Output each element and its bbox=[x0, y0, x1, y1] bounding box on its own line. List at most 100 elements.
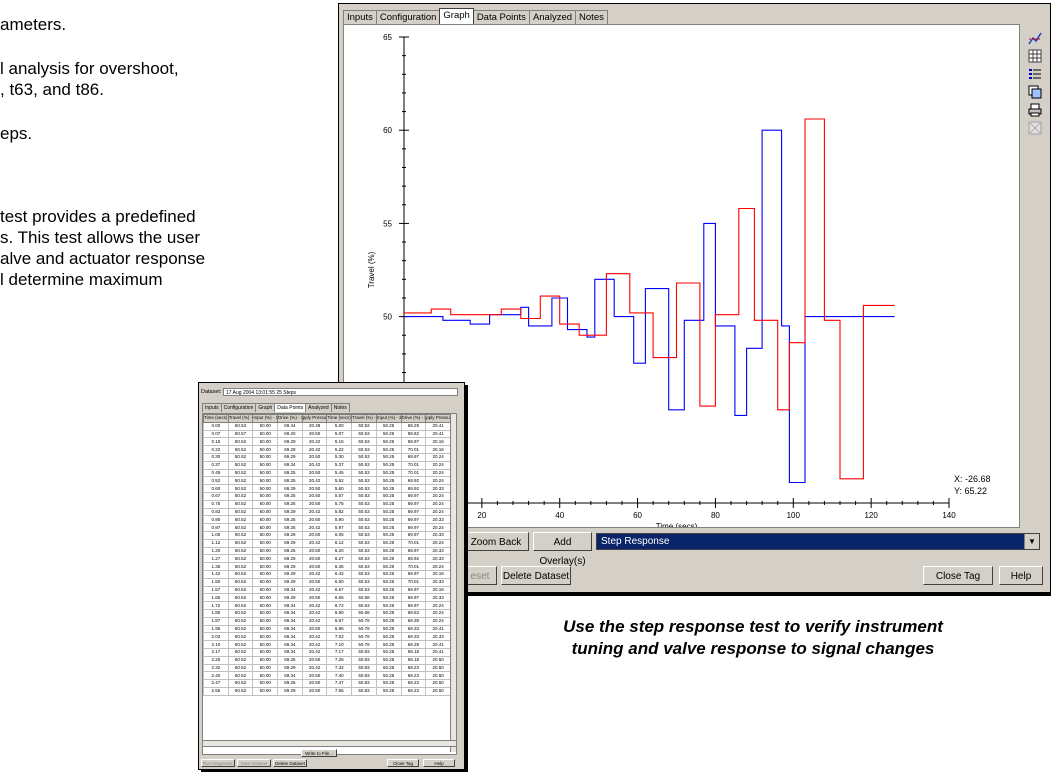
table-cell: 70.01 bbox=[400, 460, 427, 470]
table-cell: 1.42 bbox=[203, 569, 229, 579]
table-cell: 50.83 bbox=[351, 655, 377, 665]
table-cell: 20.42 bbox=[301, 507, 328, 517]
run-diagnostic-button[interactable]: Run Diagnostic bbox=[201, 759, 235, 767]
tab-graph[interactable]: Graph bbox=[439, 8, 474, 24]
tab-inputs[interactable]: Inputs bbox=[202, 403, 222, 412]
table-cell: 50.00 bbox=[252, 640, 279, 649]
table-row: 2.40 50.52 50.00 69.34 20.50 7.40 50.83 50.25 69… bbox=[203, 671, 451, 681]
table-cell: 20.42 bbox=[301, 647, 328, 657]
table-cell: 50.00 bbox=[252, 663, 279, 673]
table-cell: 69.97 bbox=[400, 546, 427, 556]
column-header[interactable]: pply Pressure (psi bbox=[301, 414, 328, 423]
copy-icon[interactable] bbox=[1028, 85, 1042, 99]
tab-graph[interactable]: Graph bbox=[255, 403, 276, 412]
table-cell: 2.10 bbox=[203, 640, 229, 649]
table-row: 0.37 50.52 50.00 69.34 20.42 5.37 50.53 50.25 70… bbox=[203, 460, 451, 470]
table-cell: 0.52 bbox=[203, 476, 229, 486]
table-cell: 20.50 bbox=[301, 499, 328, 509]
table-cell: 50.25 bbox=[375, 452, 402, 462]
legend-icon[interactable] bbox=[1028, 67, 1042, 81]
table-cell: 50.52 bbox=[227, 686, 254, 696]
delete-dataset-button[interactable]: Delete Dataset bbox=[273, 759, 307, 767]
table-cell: 20.16 bbox=[425, 585, 451, 595]
close-tag-button[interactable]: Close Tag bbox=[923, 566, 993, 585]
table-cell: 69.97 bbox=[400, 499, 427, 509]
table-row: 1.12 50.52 50.00 69.29 20.42 6.12 50.53 50.25 70… bbox=[203, 538, 451, 548]
table-row: 0.22 50.52 50.00 69.29 20.42 5.22 50.53 50.25 70… bbox=[203, 445, 451, 454]
table-cell: 50.68 bbox=[351, 608, 377, 618]
column-header[interactable]: Time (secs) - 2nd bbox=[326, 414, 353, 423]
write-to-file-button[interactable]: Write to File... bbox=[301, 749, 337, 757]
dataset-select[interactable]: 17 Aug 2004 13:01:55 25 Steps bbox=[223, 388, 458, 396]
table-cell: 50.52 bbox=[227, 507, 254, 517]
table-cell: 20.42 bbox=[301, 538, 328, 548]
tab-notes[interactable]: Notes bbox=[330, 403, 350, 412]
tab-data-points[interactable]: Data Points bbox=[274, 403, 307, 412]
column-header[interactable]: Time (secs) - 1st bbox=[203, 414, 229, 423]
table-cell: 20.50 bbox=[425, 663, 451, 673]
table-cell: 69.34 bbox=[277, 624, 303, 634]
table-row: 2.10 50.52 50.00 69.34 20.42 7.10 50.78 50.25 69… bbox=[203, 640, 451, 649]
table-cell: 50.00 bbox=[252, 624, 279, 634]
table-cell: 50.00 bbox=[252, 491, 279, 501]
table-cell: 20.50 bbox=[301, 671, 328, 681]
table-cell: 69.23 bbox=[400, 663, 427, 673]
table-cell: 7.40 bbox=[326, 671, 353, 681]
column-header[interactable]: pply Pressure (psi bbox=[425, 414, 451, 423]
caption-line: tuning and valve response to signal chan… bbox=[571, 639, 935, 658]
help-button[interactable]: Help bbox=[423, 759, 455, 767]
column-header[interactable]: Travel (%) - 2nd bbox=[351, 414, 377, 423]
column-header[interactable]: Input (%) - 2nd bbox=[375, 414, 402, 423]
overlay-select[interactable]: Step Response ▼ bbox=[596, 533, 1040, 550]
add-overlay-button[interactable]: Add Overlay(s) bbox=[533, 532, 592, 567]
table-cell: 50.52 bbox=[227, 608, 254, 618]
table-cell: 50.25 bbox=[375, 437, 402, 447]
table-cell: 50.25 bbox=[375, 460, 402, 470]
horizontal-scrollbar[interactable] bbox=[202, 740, 457, 747]
zoom-back-button[interactable]: Zoom Back bbox=[463, 532, 529, 551]
table-cell: 50.25 bbox=[375, 476, 402, 486]
table-cell: 50.53 bbox=[351, 429, 377, 439]
reset-button[interactable]: eset bbox=[463, 566, 497, 585]
column-header[interactable]: Drive (%) - 2nd bbox=[400, 414, 427, 423]
table-cell: 50.25 bbox=[375, 515, 402, 525]
table-cell: 50.53 bbox=[351, 554, 377, 564]
close-tag-button[interactable]: Close Tag bbox=[387, 759, 419, 767]
print-icon[interactable] bbox=[1028, 103, 1042, 117]
save-dataset-button[interactable]: Save Dataset bbox=[237, 759, 271, 767]
table-cell: 69.34 bbox=[277, 640, 303, 649]
delete-dataset-button[interactable]: Delete Dataset bbox=[501, 566, 571, 585]
table-cell: 50.83 bbox=[351, 663, 377, 673]
column-header[interactable]: Input (%) - 1st bbox=[252, 414, 279, 423]
data-grid[interactable]: Time (secs) - 1stTravel (%) - 1stInput (… bbox=[202, 413, 457, 755]
table-cell: 7.17 bbox=[326, 647, 353, 657]
table-cell: 50.53 bbox=[351, 445, 377, 454]
table-cell: 50.53 bbox=[351, 484, 377, 493]
table-cell: 50.00 bbox=[252, 608, 279, 618]
table-cell: 6.42 bbox=[326, 569, 353, 579]
table-cell: 6.65 bbox=[326, 593, 353, 603]
x-tick-label: 120 bbox=[864, 511, 878, 520]
table-cell: 20.50 bbox=[301, 655, 328, 665]
table-cell: 20.33 bbox=[425, 577, 451, 587]
vertical-scrollbar[interactable] bbox=[450, 414, 456, 752]
grid-icon[interactable] bbox=[1028, 49, 1042, 63]
help-button[interactable]: Help bbox=[999, 566, 1043, 585]
table-row: 0.97 50.52 50.00 69.25 20.42 5.97 50.53 50.25 69… bbox=[203, 523, 451, 532]
table-cell: 69.38 bbox=[400, 616, 427, 626]
tab-analyzed[interactable]: Analyzed bbox=[305, 403, 332, 412]
table-cell: 0.75 bbox=[203, 499, 229, 509]
table-cell: 50.58 bbox=[351, 593, 377, 603]
table-row: 2.25 50.52 50.00 69.25 20.50 7.25 50.83 50.25 69… bbox=[203, 655, 451, 665]
table-cell: 69.29 bbox=[277, 663, 303, 673]
x-tick-label: 20 bbox=[477, 511, 486, 520]
column-header[interactable]: Drive (%) - 1st bbox=[277, 414, 303, 423]
table-cell: 50.00 bbox=[252, 671, 279, 681]
chevron-down-icon[interactable]: ▼ bbox=[1024, 534, 1039, 549]
tab-notes[interactable]: Notes bbox=[575, 10, 608, 26]
tab-configuration[interactable]: Configuration bbox=[220, 403, 257, 412]
table-cell: 7.02 bbox=[326, 632, 353, 642]
table-cell: 50.52 bbox=[227, 632, 254, 642]
zoom-icon[interactable] bbox=[1028, 31, 1042, 45]
column-header[interactable]: Travel (%) - 1st bbox=[227, 414, 254, 423]
